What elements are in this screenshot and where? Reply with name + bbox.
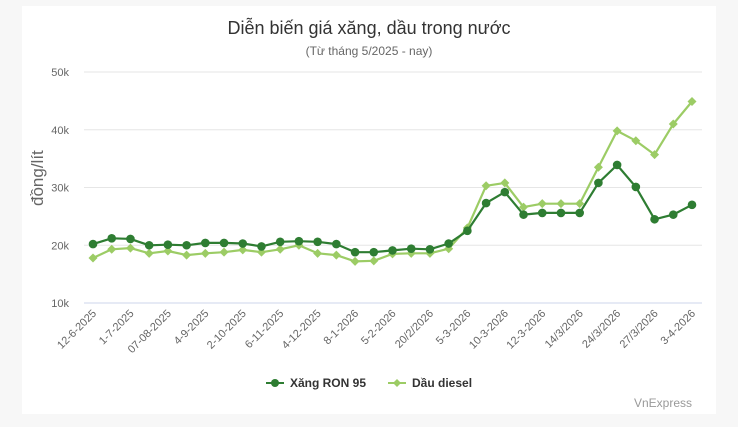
grid-lines bbox=[84, 71, 702, 304]
data-point[interactable] bbox=[463, 226, 472, 236]
x-tick-label: 2-10-2025 bbox=[205, 308, 249, 352]
x-tick-label: 6-11-2025 bbox=[243, 308, 286, 351]
data-point[interactable] bbox=[593, 162, 603, 172]
legend: Xăng RON 95 Dầu diesel bbox=[0, 376, 738, 390]
data-point[interactable] bbox=[163, 240, 173, 249]
data-point[interactable] bbox=[88, 253, 98, 263]
data-point[interactable] bbox=[687, 96, 697, 106]
data-point[interactable] bbox=[631, 136, 641, 146]
data-point[interactable] bbox=[182, 240, 191, 250]
y-tick-label: 30k bbox=[51, 183, 69, 195]
data-point[interactable] bbox=[200, 248, 210, 258]
data-point[interactable] bbox=[369, 247, 379, 257]
data-point[interactable] bbox=[406, 244, 416, 254]
data-point[interactable] bbox=[144, 240, 154, 250]
data-point[interactable] bbox=[238, 239, 248, 248]
x-tick-label: 8-1-2026 bbox=[322, 308, 362, 348]
x-tick-label: 3-4-2026 bbox=[658, 308, 698, 348]
data-point[interactable] bbox=[481, 198, 491, 208]
y-tick-label: 10k bbox=[51, 298, 69, 310]
y-tick-label: 50k bbox=[51, 67, 69, 79]
legend-item-diesel[interactable]: Dầu diesel bbox=[388, 376, 472, 390]
x-tick-label: 12-3-2026 bbox=[504, 308, 548, 352]
data-point[interactable] bbox=[144, 248, 154, 258]
data-point[interactable] bbox=[275, 237, 285, 247]
data-point[interactable] bbox=[481, 181, 491, 191]
data-point[interactable] bbox=[350, 247, 360, 257]
y-axis-ticks: 10k 20k 30k 40k 50k bbox=[51, 67, 69, 310]
diamond-marker-icon bbox=[388, 379, 406, 387]
x-tick-label: 20/2/2026 bbox=[393, 308, 436, 351]
data-point[interactable] bbox=[668, 119, 678, 129]
data-point[interactable] bbox=[612, 126, 622, 136]
data-point[interactable] bbox=[556, 199, 566, 209]
data-point[interactable] bbox=[425, 244, 435, 254]
data-point[interactable] bbox=[650, 214, 659, 224]
data-point[interactable] bbox=[182, 250, 192, 260]
data-point[interactable] bbox=[125, 243, 135, 253]
data-point[interactable] bbox=[556, 208, 566, 218]
series-diesel bbox=[88, 96, 697, 266]
data-point[interactable] bbox=[650, 150, 660, 160]
x-tick-label: 24/3/2026 bbox=[580, 308, 623, 351]
data-point[interactable] bbox=[612, 160, 622, 170]
data-point[interactable] bbox=[88, 239, 98, 249]
data-point[interactable] bbox=[219, 238, 229, 248]
x-axis-ticks: 12-6-20251-7-202507-08-20254-9-20252-10-… bbox=[55, 308, 698, 356]
y-tick-label: 20k bbox=[51, 240, 69, 252]
data-point[interactable] bbox=[388, 246, 397, 255]
chart-title: Diễn biến giá xăng, dầu trong nước bbox=[227, 18, 511, 38]
data-point[interactable] bbox=[107, 244, 117, 254]
legend-label-diesel: Dầu diesel bbox=[412, 376, 473, 390]
x-tick-label: 27/3/2026 bbox=[618, 308, 661, 351]
data-point[interactable] bbox=[537, 208, 547, 218]
series-ron95 bbox=[88, 160, 697, 257]
data-point[interactable] bbox=[537, 199, 547, 209]
data-point[interactable] bbox=[369, 256, 379, 266]
data-point[interactable] bbox=[519, 202, 529, 212]
chart-frame bbox=[22, 6, 716, 414]
data-point[interactable] bbox=[668, 210, 678, 219]
data-point[interactable] bbox=[631, 182, 641, 192]
data-point[interactable] bbox=[201, 238, 210, 248]
legend-item-ron95[interactable]: Xăng RON 95 bbox=[265, 376, 366, 390]
data-point[interactable] bbox=[163, 246, 173, 256]
series-lines bbox=[88, 96, 697, 266]
chart-subtitle: (Từ tháng 5/2025 - nay) bbox=[305, 44, 433, 58]
data-point[interactable] bbox=[500, 187, 510, 197]
data-point[interactable] bbox=[238, 245, 248, 255]
data-point[interactable] bbox=[275, 244, 285, 254]
data-point[interactable] bbox=[575, 208, 584, 218]
x-tick-label: 4-12-2025 bbox=[280, 308, 324, 352]
x-tick-label: 12-6-2025 bbox=[55, 308, 99, 352]
data-point[interactable] bbox=[444, 239, 453, 248]
x-tick-label: 10-3-2026 bbox=[467, 308, 511, 352]
data-point[interactable] bbox=[332, 239, 341, 249]
data-point[interactable] bbox=[575, 199, 585, 209]
data-point[interactable] bbox=[519, 210, 528, 219]
data-point[interactable] bbox=[350, 256, 360, 266]
data-point[interactable] bbox=[294, 236, 304, 246]
y-tick-label: 40k bbox=[51, 125, 69, 137]
data-point[interactable] bbox=[331, 250, 341, 260]
data-point[interactable] bbox=[313, 248, 323, 258]
data-point[interactable] bbox=[594, 178, 603, 188]
credit-text: VnExpress bbox=[633, 396, 692, 410]
data-point[interactable] bbox=[500, 178, 510, 188]
data-point[interactable] bbox=[313, 237, 322, 247]
series-line bbox=[92, 163, 693, 254]
data-point[interactable] bbox=[126, 234, 135, 244]
data-point[interactable] bbox=[219, 247, 229, 257]
data-point[interactable] bbox=[687, 200, 697, 210]
circle-marker-icon bbox=[265, 379, 284, 387]
x-tick-label: 14/3/2026 bbox=[543, 308, 586, 351]
data-point[interactable] bbox=[107, 234, 117, 243]
legend-label-ron95: Xăng RON 95 bbox=[289, 376, 366, 390]
data-point[interactable] bbox=[257, 242, 266, 251]
